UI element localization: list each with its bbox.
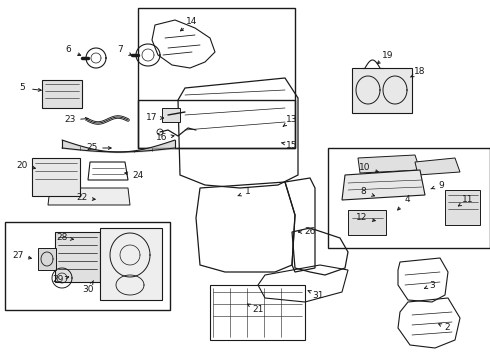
Bar: [445, 190, 480, 225]
Text: 11: 11: [462, 195, 474, 204]
Text: 10: 10: [359, 163, 371, 172]
Bar: [32, 158, 80, 196]
Text: 13: 13: [286, 116, 298, 125]
Bar: [38, 248, 56, 270]
Bar: [348, 210, 386, 235]
Bar: [100, 228, 162, 300]
Text: 27: 27: [12, 251, 24, 260]
Bar: [138, 8, 295, 148]
Text: 14: 14: [186, 18, 197, 27]
Text: 7: 7: [117, 45, 123, 54]
Bar: [162, 108, 180, 122]
Text: 21: 21: [252, 306, 264, 315]
Text: 26: 26: [304, 228, 316, 237]
Text: 24: 24: [132, 171, 144, 180]
Text: 12: 12: [356, 213, 368, 222]
Polygon shape: [415, 158, 460, 175]
Bar: [55, 232, 100, 282]
Bar: [352, 68, 412, 113]
Polygon shape: [48, 188, 130, 205]
Bar: [5, 222, 170, 310]
Text: 31: 31: [312, 291, 324, 300]
Text: 28: 28: [56, 234, 68, 243]
Text: 8: 8: [360, 188, 366, 197]
Text: 16: 16: [156, 134, 168, 143]
Text: 30: 30: [82, 285, 94, 294]
Bar: [328, 148, 490, 248]
Text: 19: 19: [382, 50, 394, 59]
Text: 17: 17: [146, 113, 158, 122]
Text: 18: 18: [414, 68, 426, 77]
Text: 23: 23: [64, 116, 75, 125]
Text: 20: 20: [16, 161, 28, 170]
Bar: [210, 285, 305, 340]
Text: 2: 2: [444, 324, 450, 333]
Text: 3: 3: [429, 280, 435, 289]
Text: 6: 6: [65, 45, 71, 54]
Text: 25: 25: [86, 144, 98, 153]
Bar: [42, 80, 82, 108]
Text: 4: 4: [404, 195, 410, 204]
Text: 22: 22: [76, 194, 88, 202]
Polygon shape: [342, 170, 425, 200]
Text: 15: 15: [286, 140, 298, 149]
Text: 5: 5: [19, 84, 25, 93]
Text: 1: 1: [245, 188, 251, 197]
Text: 9: 9: [438, 180, 444, 189]
Polygon shape: [358, 155, 420, 173]
Bar: [138, 100, 295, 148]
Text: 29: 29: [52, 275, 64, 284]
